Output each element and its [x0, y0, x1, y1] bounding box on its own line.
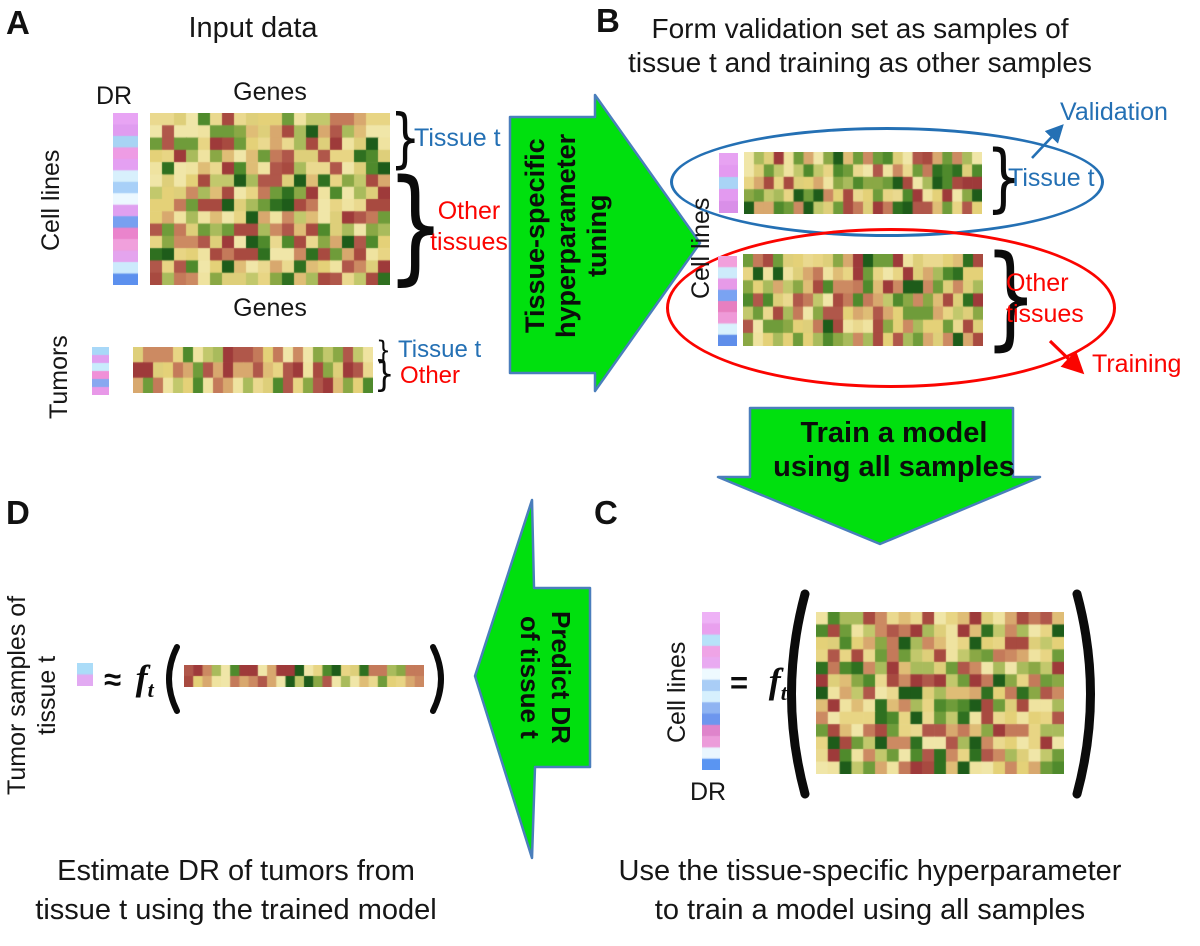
arrow-cd-text: Predict DR of tissue t [515, 611, 576, 744]
brace-a-other-tissues: } [386, 154, 446, 298]
training-label: Training [1092, 350, 1182, 378]
equation-c: = ft [730, 661, 787, 706]
training-ellipse [666, 228, 1116, 388]
arrow-tissue-specific-tuning [508, 93, 702, 393]
cell-lines-axis-label-a: Cell lines [37, 149, 65, 251]
arrow-train-model-shape [716, 406, 1042, 546]
panel-d-label: D [6, 494, 30, 531]
gene-expression-heatmap-b-validation [744, 152, 982, 214]
panel-a-title: Input data [188, 12, 318, 44]
arrow-predict-dr [473, 498, 592, 860]
validation-label: Validation [1060, 98, 1168, 126]
cell-lines-axis-label-b: Cell lines [687, 197, 715, 299]
tumor-samples-axis-label-d: Tumor samples of tissue t [3, 595, 61, 795]
panel-c-caption: Use the tissue-specific hyperparameter t… [618, 855, 1122, 926]
brace-a-tumor-tissue-t: } [376, 336, 391, 366]
genes-axis-label-a-bottom: Genes [233, 294, 307, 322]
gene-expression-heatmap-a-tumors [133, 347, 373, 393]
brace-a-tissue-t: } [390, 102, 421, 176]
left-paren-d [166, 644, 180, 714]
arrow-tissue-specific-tuning-shape [508, 93, 702, 393]
panel-a-label: A [6, 4, 30, 41]
panel-d-caption: Estimate DR of tumors from tissue t usin… [35, 855, 437, 926]
other-tissues-label-b: Other tissues [1006, 269, 1084, 328]
panel-c-label: C [594, 494, 618, 531]
tumor-other-label-a: Other [400, 362, 461, 389]
tissue-t-label-b: Tissue t [1008, 164, 1095, 192]
dr-strip-b-validation [719, 153, 738, 213]
left-paren-c [787, 589, 810, 799]
validation-pointer-arrow [1031, 124, 1064, 159]
gene-expression-heatmap-b-training [743, 254, 983, 346]
tumors-axis-label-a: Tumors [45, 335, 73, 419]
training-pointer-arrow [1048, 339, 1085, 375]
gene-expression-heatmap-a-cell-lines [150, 113, 390, 285]
gene-expression-heatmap-d [184, 665, 424, 687]
panel-b-label: B [596, 2, 620, 39]
right-paren-c [1072, 589, 1095, 799]
brace-b-other-tissues: } [984, 232, 1038, 362]
genes-axis-label-a-top: Genes [233, 78, 307, 106]
dr-strip-a-tumors [92, 347, 109, 395]
equation-d: ≈ ft [104, 658, 154, 703]
cell-lines-axis-label-c: Cell lines [663, 641, 691, 743]
gene-expression-heatmap-c [816, 612, 1064, 774]
arrow-ab-text: Tissue-specific hyperparameter tuning [520, 133, 612, 339]
panel-b-title: Form validation set as samples of tissue… [628, 13, 1092, 78]
dr-axis-label-a: DR [96, 82, 133, 110]
dr-strip-a-cell-lines [113, 113, 138, 285]
arrow-train-model [716, 406, 1042, 546]
arrow-bc-text: Train a model using all samples [773, 417, 1015, 483]
tissue-t-label-a: Tissue t [414, 124, 501, 152]
other-tissues-label-a: Other tissues [430, 197, 508, 256]
dr-swatch-d [77, 663, 93, 686]
tumor-tissue-t-label-a: Tissue t [398, 336, 482, 363]
arrow-predict-dr-shape [473, 498, 592, 860]
brace-a-tumor-other: } [374, 354, 395, 395]
dr-strip-c [702, 612, 720, 770]
dr-strip-b-training [718, 256, 737, 346]
right-paren-d [430, 644, 444, 714]
dr-axis-label-c: DR [690, 778, 727, 806]
brace-b-tissue-t: } [986, 135, 1022, 221]
